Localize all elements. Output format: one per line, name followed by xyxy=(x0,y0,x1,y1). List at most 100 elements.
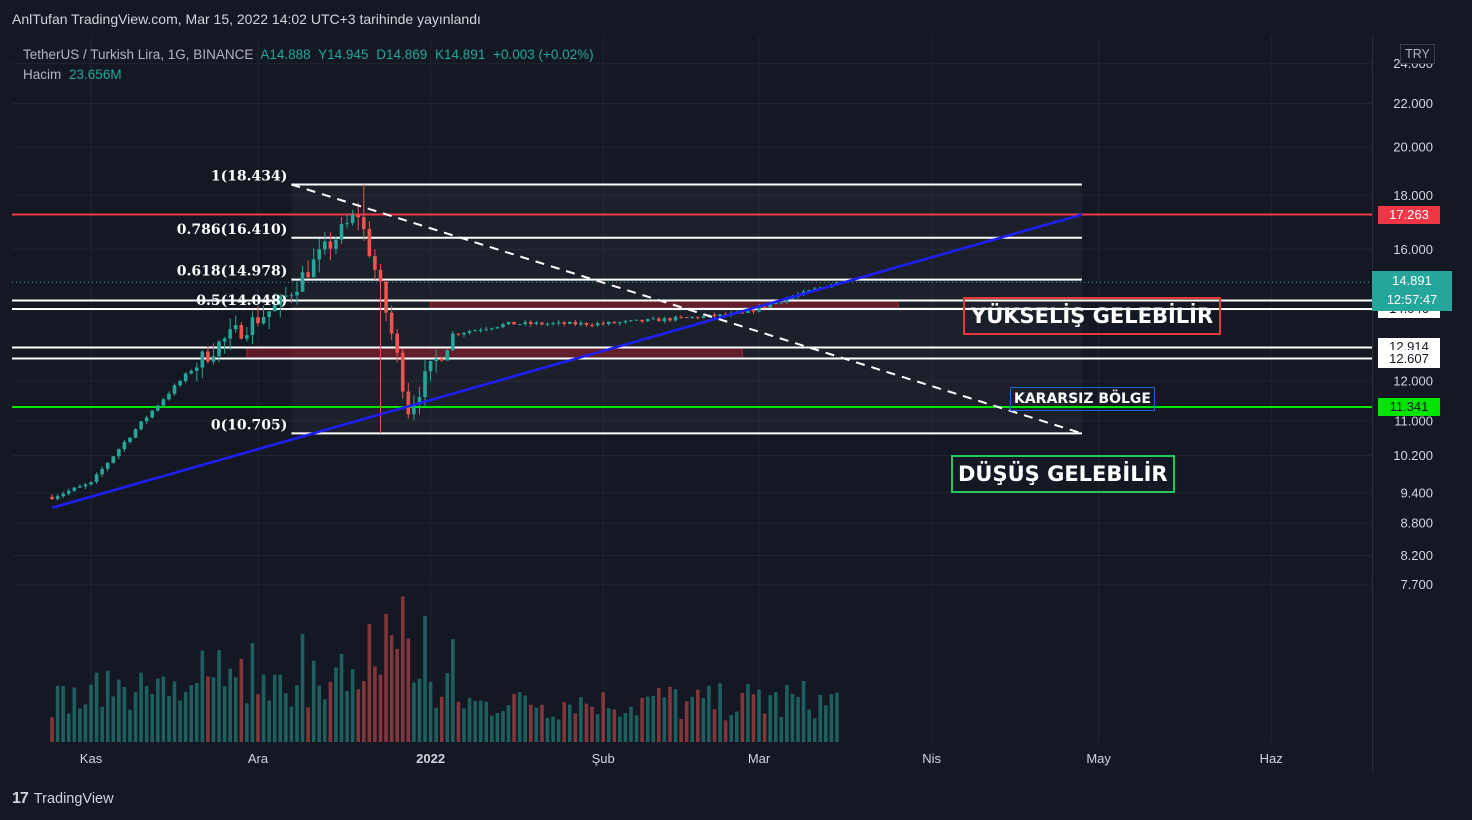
candle-body xyxy=(150,410,155,418)
volume-bar xyxy=(306,707,310,742)
volume-bar xyxy=(712,709,717,742)
currency-button[interactable]: TRY xyxy=(1400,44,1435,64)
volume-bar xyxy=(601,692,605,742)
candle-body xyxy=(573,321,578,325)
y-tick-label: 12.000 xyxy=(1393,374,1433,389)
y-tick-label: 16.000 xyxy=(1393,242,1433,257)
candle-body xyxy=(139,421,143,430)
candle-body xyxy=(167,393,171,400)
volume-bar xyxy=(161,676,166,742)
candle-body xyxy=(657,318,661,322)
price-label: 11.341 xyxy=(1378,397,1440,416)
candle-body xyxy=(517,324,522,326)
legend-close: K14.891 xyxy=(435,47,486,62)
volume-bar xyxy=(773,691,778,742)
candle-body xyxy=(718,314,722,317)
candle-body xyxy=(451,333,455,351)
volume-bar xyxy=(701,698,706,742)
volume-bar xyxy=(317,685,322,742)
candle-body xyxy=(384,281,388,313)
volume-bar xyxy=(645,696,650,742)
x-tick-label: May xyxy=(1086,751,1111,766)
candle-body xyxy=(289,295,294,297)
candle-body xyxy=(684,317,689,319)
volume-bar xyxy=(595,714,600,742)
volume-bar xyxy=(824,705,828,742)
volume-bar xyxy=(473,701,477,742)
volume-bar xyxy=(757,689,761,742)
volume-bar xyxy=(178,700,182,742)
candle-body xyxy=(612,321,617,324)
y-axis: 7.700 8.200 8.800 9.400 10.200 11.000 12.000 14… xyxy=(1393,56,1433,592)
candle-body xyxy=(490,328,494,330)
y-tick-label: 10.200 xyxy=(1393,448,1433,463)
candle-body xyxy=(328,241,333,249)
volume-bar xyxy=(373,666,377,742)
candle-body xyxy=(807,290,811,292)
volume-bar xyxy=(417,678,422,742)
volume-bar xyxy=(740,693,745,742)
volume-bars xyxy=(50,596,839,742)
y-tick-label: 9.400 xyxy=(1400,485,1433,500)
volume-bar xyxy=(150,694,155,742)
candle-body xyxy=(595,323,600,326)
fib-label: 0(10.705) xyxy=(211,417,288,433)
volume-bar xyxy=(556,719,561,742)
volume-bar xyxy=(606,708,611,742)
candle-body xyxy=(534,322,539,325)
volume-bar xyxy=(584,703,589,742)
volume-bar xyxy=(462,708,466,742)
brand-name: TradingView xyxy=(33,791,114,807)
candle-body xyxy=(272,304,277,312)
legend-row-volume: Hacim 23.656M xyxy=(23,65,598,85)
candle-body xyxy=(50,496,54,500)
volume-bar xyxy=(517,692,522,742)
y-tick-label: 22.000 xyxy=(1393,96,1433,111)
candle-body xyxy=(245,335,249,339)
candle-body xyxy=(746,310,750,313)
volume-bar xyxy=(801,680,806,742)
candle-body xyxy=(606,321,611,324)
volume-bar xyxy=(478,700,483,742)
candle-body xyxy=(590,324,594,326)
volume-bar xyxy=(785,684,789,742)
candle-body xyxy=(528,322,533,325)
volume-bar xyxy=(367,623,372,742)
volume-bar xyxy=(250,643,255,742)
volume-bar xyxy=(779,716,784,742)
candle-body xyxy=(439,358,444,361)
candle-body xyxy=(779,302,784,304)
candle-body xyxy=(233,325,238,330)
fib-label: 1(18.434) xyxy=(211,168,288,184)
y-tick-label: 8.800 xyxy=(1400,516,1433,531)
volume-bar xyxy=(200,650,205,742)
fib-label: 0.786(16.410) xyxy=(177,222,288,238)
volume-bar xyxy=(751,694,756,742)
volume-bar xyxy=(807,709,811,742)
grid-lines xyxy=(12,36,1373,772)
candle-body xyxy=(389,312,394,334)
volume-bar xyxy=(144,686,149,742)
volume-bar xyxy=(829,694,834,742)
candle-body xyxy=(584,322,589,325)
candle-body xyxy=(172,385,177,394)
candle-body xyxy=(540,322,544,325)
y-tick-label: 18.000 xyxy=(1393,188,1433,203)
candle-body xyxy=(295,291,299,296)
volume-bar xyxy=(295,685,299,742)
volume-bar xyxy=(428,681,433,742)
tradingview-logo-icon: 17 xyxy=(12,790,29,807)
candle-body xyxy=(111,456,116,463)
volume-bar xyxy=(395,648,399,742)
top-bar: AnlTufan TradingView.com, Mar 15, 2022 1… xyxy=(0,0,1472,36)
volume-bar xyxy=(746,683,750,742)
brand[interactable]: 17 TradingView xyxy=(12,790,114,808)
x-tick-label: Nis xyxy=(922,751,941,766)
volume-bar xyxy=(272,674,277,742)
uptrend-line xyxy=(51,213,1083,509)
volume-bar xyxy=(300,633,305,742)
volume-bar xyxy=(612,709,617,742)
candle-body xyxy=(462,332,466,335)
y-tick-label: 7.700 xyxy=(1400,577,1433,592)
